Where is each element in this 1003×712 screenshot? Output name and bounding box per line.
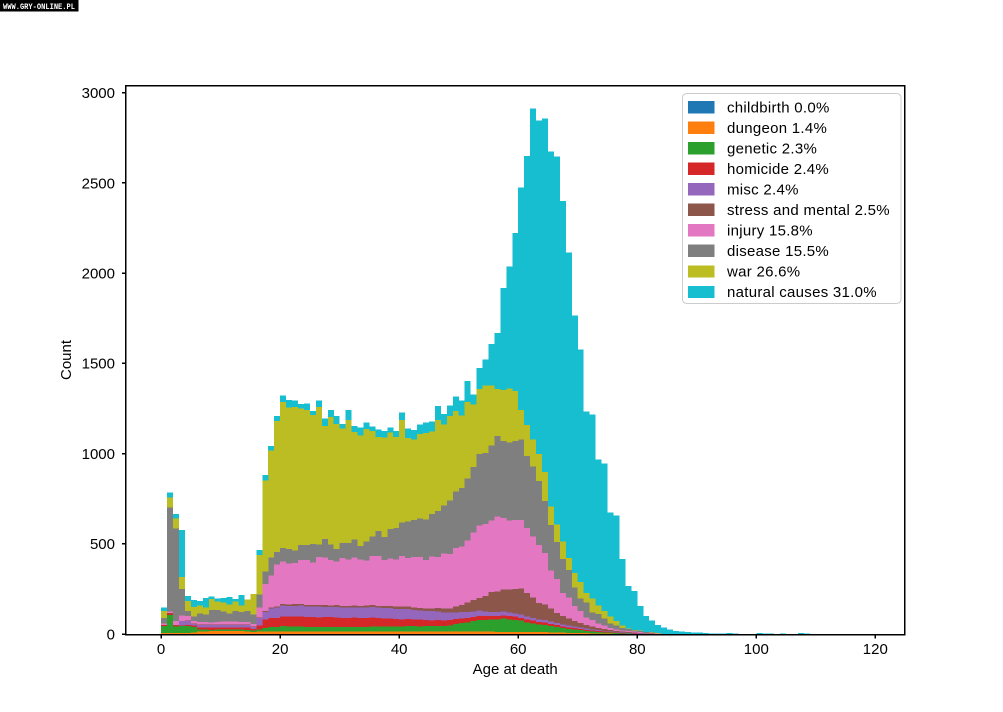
svg-text:Age at death: Age at death (473, 661, 558, 678)
svg-text:genetic 2.3%: genetic 2.3% (727, 141, 817, 158)
svg-text:war 26.6%: war 26.6% (726, 264, 800, 281)
svg-text:2000: 2000 (82, 266, 115, 283)
svg-text:1500: 1500 (82, 356, 115, 373)
svg-text:0: 0 (107, 626, 115, 643)
svg-text:dungeon 1.4%: dungeon 1.4% (727, 120, 827, 137)
svg-text:500: 500 (90, 536, 115, 553)
svg-text:100: 100 (744, 641, 769, 658)
svg-text:disease 15.5%: disease 15.5% (727, 243, 829, 260)
svg-text:1000: 1000 (82, 446, 115, 463)
svg-text:WWW.GRY-ONLINE.PL: WWW.GRY-ONLINE.PL (3, 3, 75, 12)
svg-text:3000: 3000 (82, 85, 115, 102)
svg-text:40: 40 (391, 641, 408, 658)
svg-text:60: 60 (510, 641, 527, 658)
svg-text:injury 15.8%: injury 15.8% (727, 223, 813, 240)
svg-text:120: 120 (863, 641, 888, 658)
svg-text:20: 20 (272, 641, 289, 658)
svg-text:natural causes 31.0%: natural causes 31.0% (727, 284, 877, 301)
svg-text:stress and mental 2.5%: stress and mental 2.5% (727, 202, 890, 219)
svg-text:Count: Count (58, 339, 75, 380)
svg-text:80: 80 (629, 641, 646, 658)
svg-text:homicide 2.4%: homicide 2.4% (727, 161, 829, 178)
svg-text:misc 2.4%: misc 2.4% (727, 182, 799, 199)
svg-text:2500: 2500 (82, 175, 115, 192)
svg-text:0: 0 (157, 641, 165, 658)
svg-text:childbirth 0.0%: childbirth 0.0% (727, 100, 830, 117)
